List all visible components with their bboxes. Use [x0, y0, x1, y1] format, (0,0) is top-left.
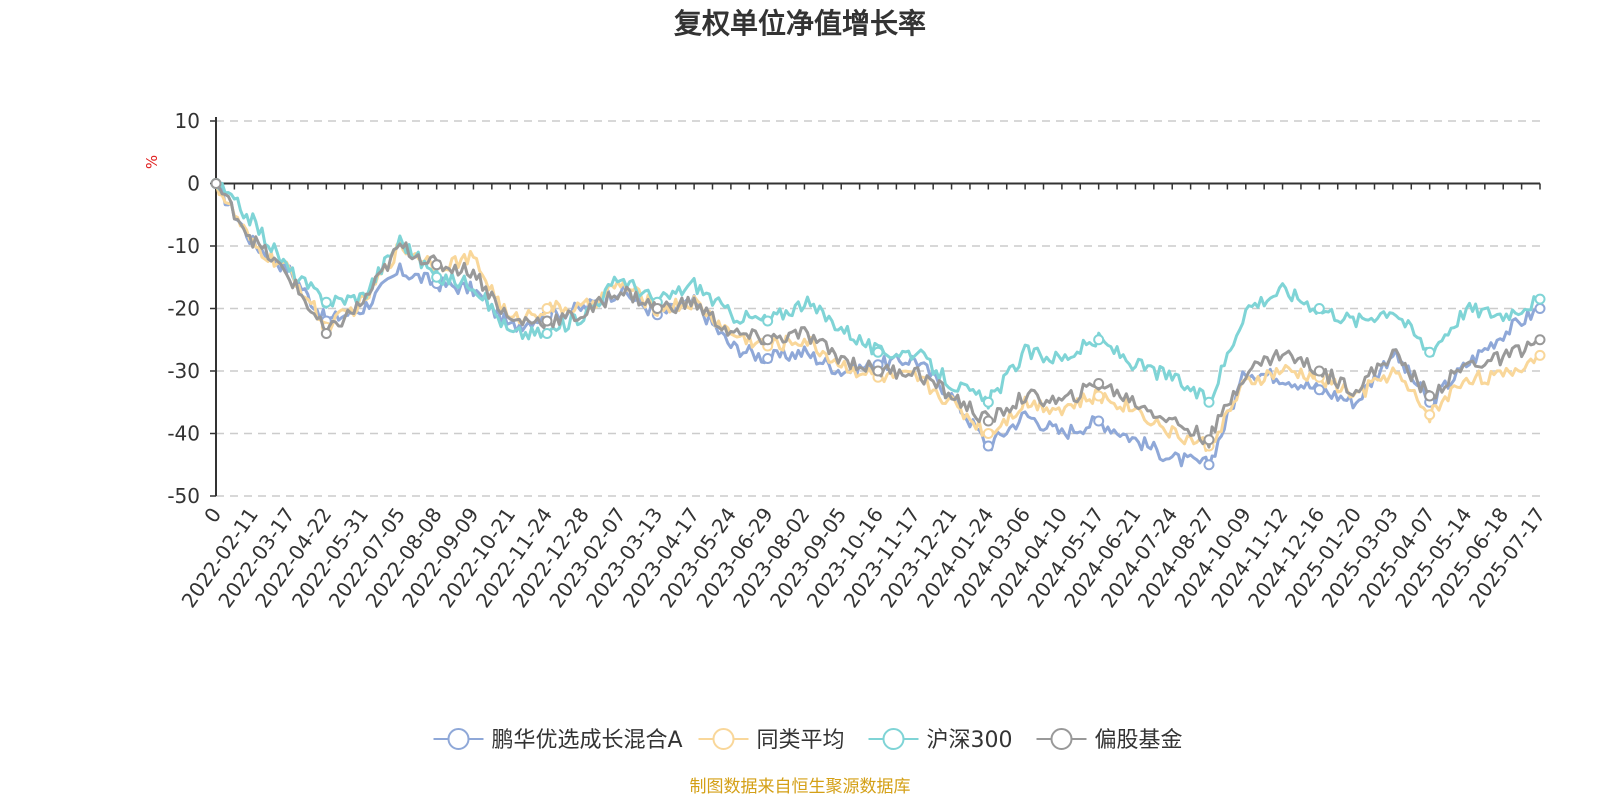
chart-title: 复权单位净值增长率	[674, 7, 926, 40]
series-marker	[1424, 409, 1436, 421]
series-marker	[762, 315, 774, 327]
series-marker	[1534, 334, 1546, 346]
series-line	[214, 183, 1541, 452]
series-marker	[982, 415, 994, 427]
series-marker	[1203, 434, 1215, 446]
series-marker	[1093, 378, 1105, 389]
legend-item[interactable]: 偏股基金	[1036, 728, 1183, 753]
y-tick-label: -10	[167, 234, 200, 258]
series-marker	[541, 328, 553, 339]
series-marker	[541, 303, 553, 314]
y-tick-label: 10	[175, 109, 200, 133]
source-note: 制图数据来自恒生聚源数据库	[690, 777, 911, 797]
legend-marker	[447, 728, 470, 750]
legend-item[interactable]: 鹏华优选成长混合A	[433, 728, 683, 753]
series-marker	[320, 328, 332, 339]
series-marker	[872, 346, 884, 358]
series-layer	[210, 178, 1546, 471]
series-marker	[1203, 396, 1215, 408]
series-marker	[1424, 390, 1436, 402]
series-marker	[982, 396, 994, 408]
legend-marker	[712, 728, 735, 750]
series-marker	[1313, 384, 1325, 396]
legend[interactable]: 鹏华优选成长混合A 同类平均 沪深300 偏股基金	[433, 728, 1183, 753]
series-marker	[1534, 303, 1546, 314]
legend-label: 同类平均	[757, 728, 845, 753]
legend-item[interactable]: 沪深300	[868, 728, 1013, 753]
legend-item[interactable]: 同类平均	[698, 728, 845, 753]
x-tick-labels: 02022-02-112022-03-172022-04-222022-05-3…	[177, 503, 1551, 612]
series-marker	[1093, 390, 1105, 402]
x-tick-label: 0	[199, 503, 226, 527]
series-marker	[1534, 293, 1546, 305]
y-tick-label: -50	[167, 484, 200, 508]
series-marker	[1313, 365, 1325, 377]
grid-lines	[216, 120, 1540, 497]
series-marker	[872, 365, 884, 377]
legend-marker	[882, 728, 905, 750]
legend-marker	[1050, 728, 1073, 750]
legend-label: 偏股基金	[1095, 728, 1183, 753]
y-tick-label: -20	[167, 297, 200, 321]
series-marker	[431, 271, 443, 283]
y-tick-label: -40	[167, 422, 200, 446]
series-marker	[651, 303, 663, 314]
series-marker	[982, 428, 994, 439]
series-marker	[762, 353, 774, 364]
series-marker	[431, 259, 443, 271]
y-tick-label: 0	[187, 172, 200, 196]
y-tick-label: -30	[167, 359, 200, 383]
legend-label: 沪深300	[927, 728, 1013, 753]
series-marker	[982, 440, 994, 452]
series-marker	[1203, 459, 1215, 471]
legend-label: 鹏华优选成长混合A	[492, 728, 683, 753]
series-marker	[541, 315, 553, 327]
series-marker	[320, 296, 332, 308]
series-marker	[1424, 346, 1436, 358]
series-marker	[762, 334, 774, 346]
series-marker	[1093, 334, 1105, 346]
y-axis-unit: %	[143, 155, 161, 169]
series-line	[214, 182, 1541, 449]
series-marker	[1093, 415, 1105, 427]
series-marker	[1313, 303, 1325, 314]
series-line	[215, 181, 1541, 470]
series-marker	[1534, 349, 1546, 361]
series-marker	[210, 178, 222, 189]
